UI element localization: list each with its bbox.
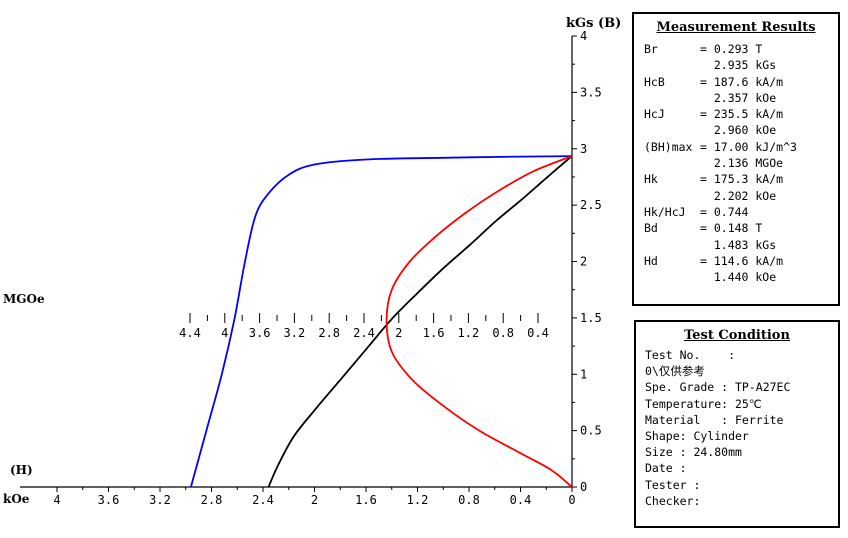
b-axis-tick-label: 2.5 <box>580 198 602 212</box>
b-axis-tick-label: 1.5 <box>580 311 602 325</box>
condition-row: Size : 24.80mm <box>645 445 742 460</box>
result-label: HcJ <box>644 107 665 122</box>
h-axis-unit: kOe <box>3 492 30 506</box>
b-axis-tick-label: 0.5 <box>580 424 602 438</box>
result-value: 2.136 MGOe <box>700 156 784 171</box>
result-label: (BH)max <box>644 139 693 154</box>
measurement-results-title: Measurement Results <box>656 20 816 35</box>
result-row: 1.483 kGs <box>644 237 838 253</box>
result-label: Hd <box>644 253 658 268</box>
energy-axis-tick-label: 0.4 <box>527 326 549 340</box>
h-axis-tick-label: 2.8 <box>201 493 223 507</box>
result-row: 1.440 kOe <box>644 269 838 285</box>
condition-row: Material : Ferrite <box>645 412 784 427</box>
h-axis-tick-label: 1.6 <box>355 493 377 507</box>
result-label: Hk <box>644 172 658 187</box>
result-row: 2.202 kOe <box>644 188 838 204</box>
h-axis-tick-label: 3.6 <box>98 493 120 507</box>
b-axis-title: kGs (B) <box>566 16 621 31</box>
result-value: 2.935 kGs <box>700 58 777 73</box>
test-condition-title: Test Condition <box>684 328 790 343</box>
h-axis-tick-label: 0.8 <box>458 493 480 507</box>
result-row: Bd = 0.148 T <box>644 220 838 236</box>
energy-axis-tick-label: 1.2 <box>458 326 480 340</box>
result-value: = 0.293 T <box>700 42 763 56</box>
result-value: 1.440 kOe <box>700 270 777 285</box>
result-value: = 0.744 <box>700 204 749 219</box>
b-axis-tick-label: 3.5 <box>580 85 602 99</box>
h-axis-tick-label: 2.4 <box>252 493 274 507</box>
h-axis-tick-label: 4 <box>53 493 60 507</box>
energy-axis-tick-label: 4 <box>221 326 228 340</box>
result-value: 2.357 kOe <box>700 90 777 105</box>
result-row: 2.960 kOe <box>644 122 838 138</box>
curve-series-2 <box>385 155 573 488</box>
energy-axis-tick-label: 3.2 <box>284 326 306 340</box>
test-condition-panel: Test Condition Test No. : 0\仅供参考 Spe. Grad… <box>634 320 840 528</box>
result-row: (BH)max = 17.00 kJ/m^3 <box>644 139 838 155</box>
condition-row: Shape: Cylinder <box>645 428 749 443</box>
result-label: Br <box>644 42 658 56</box>
energy-axis-tick-label: 1.6 <box>423 326 445 340</box>
result-value: 2.960 kOe <box>700 123 777 138</box>
h-axis-tick-label: 3.2 <box>149 493 171 507</box>
result-value: = 17.00 kJ/m^3 <box>700 139 797 154</box>
bh-curve-chart: 4 3.6 3.2 2.8 2.4 2 1.6 1.2 0.8 0.4 00 0.5 1 1.5 2 2.5 3… <box>3 16 621 507</box>
result-row: Hk/HcJ = 0.744 <box>644 204 838 220</box>
b-axis-tick-label: 4 <box>580 29 587 43</box>
result-row: HcJ = 235.5 kA/m <box>644 106 838 122</box>
result-label: Bd <box>644 221 658 236</box>
result-value: 1.483 kGs <box>700 237 777 252</box>
b-axis-tick-label: 3 <box>580 142 587 156</box>
h-axis-tick-label: 2 <box>311 493 318 507</box>
condition-row: Test No. : <box>645 348 736 362</box>
chart-axes: 4 3.6 3.2 2.8 2.4 2 1.6 1.2 0.8 0.4 00 0.5 1 1.5 2 2.5 3… <box>20 29 602 507</box>
result-value: = 0.148 T <box>700 221 763 236</box>
result-row: Br = 0.293 T <box>644 41 838 57</box>
chart-curves <box>190 155 573 488</box>
energy-axis-title: MGOe <box>3 292 45 306</box>
result-value: 2.202 kOe <box>700 188 777 203</box>
result-row: 2.357 kOe <box>644 90 838 106</box>
result-row: 2.935 kGs <box>644 57 838 73</box>
energy-axis-tick-label: 2.8 <box>318 326 340 340</box>
energy-axis-tick-label: 2.4 <box>353 326 375 340</box>
h-axis-tick-label: 0 <box>568 493 575 507</box>
test-condition-list: Test No. : 0\仅供参考 Spe. Grade : TP-A27EC Tem… <box>636 347 838 509</box>
energy-axis-tick-label: 3.6 <box>249 326 271 340</box>
result-value: = 235.5 kA/m <box>700 107 784 122</box>
result-row: Hk = 175.3 kA/m <box>644 171 838 187</box>
result-value: = 114.6 kA/m <box>700 253 784 268</box>
condition-row: Date : <box>645 461 687 476</box>
condition-row: Tester : <box>645 477 701 492</box>
chart-labels: kGs (B) MGOe (H) kOe <box>3 16 621 506</box>
result-row: 2.136 MGOe <box>644 155 838 171</box>
result-value: = 187.6 kA/m <box>700 74 784 89</box>
condition-row: 0\仅供参考 <box>645 364 705 379</box>
h-axis-tick-label: 1.2 <box>407 493 429 507</box>
b-axis-tick-label: 1 <box>580 367 587 381</box>
condition-row: Checker: <box>645 493 701 508</box>
energy-axis: 4.4 4 3.6 3.2 2.8 2.4 2 1.6 1.2 0.8 0.4 <box>179 313 549 340</box>
condition-row: Spe. Grade : TP-A27EC <box>645 380 791 395</box>
energy-axis-tick-label: 0.8 <box>492 326 514 340</box>
energy-axis-tick-label: 4.4 <box>179 326 201 340</box>
result-label: HcB <box>644 74 665 89</box>
measurement-results-panel: Measurement Results Br = 0.293 T 2.935 kG… <box>632 12 840 306</box>
curve-series-1 <box>267 155 573 488</box>
energy-axis-tick-label: 2 <box>395 326 402 340</box>
b-axis-tick-label: 0 <box>580 480 587 494</box>
curve-series-0 <box>190 155 573 488</box>
result-row: HcB = 187.6 kA/m <box>644 74 838 90</box>
condition-row: Temperature: 25℃ <box>645 396 762 411</box>
measurement-results-list: Br = 0.293 T 2.935 kGs HcB = 187.6 kA/m 2.3… <box>634 41 838 285</box>
result-value: = 175.3 kA/m <box>700 172 784 187</box>
h-axis-tick-label: 0.4 <box>510 493 532 507</box>
b-axis-tick-label: 2 <box>580 255 587 269</box>
result-label: Hk/HcJ <box>644 204 686 219</box>
result-row: Hd = 114.6 kA/m <box>644 253 838 269</box>
h-axis-symbol: (H) <box>10 463 33 477</box>
